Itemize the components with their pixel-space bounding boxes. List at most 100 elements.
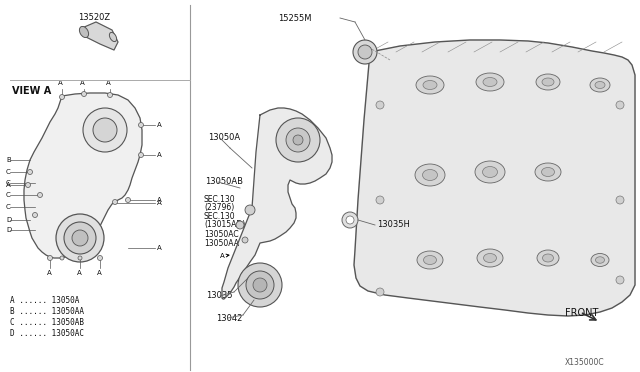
Text: C: C	[6, 192, 11, 198]
Ellipse shape	[415, 164, 445, 186]
Text: C ...... 13050AB: C ...... 13050AB	[10, 318, 84, 327]
Circle shape	[616, 101, 624, 109]
Ellipse shape	[424, 256, 436, 264]
Circle shape	[242, 237, 248, 243]
Circle shape	[33, 212, 38, 218]
Circle shape	[376, 288, 384, 296]
Circle shape	[60, 256, 64, 260]
Circle shape	[236, 221, 244, 229]
Ellipse shape	[475, 161, 505, 183]
Polygon shape	[222, 108, 332, 299]
Ellipse shape	[543, 254, 554, 262]
Circle shape	[47, 256, 52, 260]
Circle shape	[60, 94, 65, 99]
Circle shape	[138, 153, 143, 157]
Text: 13035H: 13035H	[377, 220, 410, 229]
Text: A: A	[157, 245, 162, 251]
Ellipse shape	[590, 78, 610, 92]
Text: A: A	[97, 270, 102, 276]
Text: A: A	[157, 122, 162, 128]
Circle shape	[38, 192, 42, 198]
Ellipse shape	[477, 249, 503, 267]
Circle shape	[83, 108, 127, 152]
Ellipse shape	[109, 32, 116, 42]
Circle shape	[346, 216, 354, 224]
Text: D: D	[6, 217, 12, 223]
Ellipse shape	[595, 257, 605, 263]
Ellipse shape	[417, 251, 443, 269]
Text: A: A	[58, 80, 62, 86]
Text: (13015AD): (13015AD)	[204, 220, 245, 229]
Text: A: A	[47, 270, 52, 276]
Text: 13050AA: 13050AA	[204, 239, 239, 248]
Ellipse shape	[536, 74, 560, 90]
Ellipse shape	[541, 167, 554, 176]
Text: FRONT: FRONT	[565, 308, 598, 318]
Circle shape	[616, 196, 624, 204]
Circle shape	[358, 45, 372, 59]
Text: VIEW A: VIEW A	[12, 86, 51, 96]
Ellipse shape	[483, 167, 497, 177]
Ellipse shape	[483, 253, 497, 263]
Circle shape	[342, 212, 358, 228]
Text: D ...... 13050AC: D ...... 13050AC	[10, 329, 84, 338]
Circle shape	[64, 222, 96, 254]
Text: B: B	[6, 157, 11, 163]
Polygon shape	[24, 93, 142, 258]
Text: C: C	[6, 169, 11, 175]
Ellipse shape	[537, 250, 559, 266]
Circle shape	[286, 128, 310, 152]
Text: B ...... 13050AA: B ...... 13050AA	[10, 307, 84, 316]
Polygon shape	[354, 40, 635, 316]
Circle shape	[108, 93, 113, 97]
Circle shape	[238, 263, 282, 307]
Text: D: D	[6, 227, 12, 233]
Text: X135000C: X135000C	[565, 358, 605, 367]
Ellipse shape	[535, 163, 561, 181]
Text: A: A	[106, 80, 110, 86]
Circle shape	[616, 276, 624, 284]
Text: A ...... 13050A: A ...... 13050A	[10, 296, 79, 305]
Text: 13050AC: 13050AC	[204, 230, 239, 239]
Text: 13042: 13042	[216, 314, 243, 323]
Circle shape	[138, 122, 143, 128]
Circle shape	[113, 199, 118, 205]
Ellipse shape	[476, 73, 504, 91]
Circle shape	[246, 271, 274, 299]
Text: A: A	[157, 152, 162, 158]
Text: 13035: 13035	[206, 291, 232, 300]
Text: A: A	[220, 253, 229, 259]
Ellipse shape	[542, 78, 554, 86]
Text: 15255M: 15255M	[278, 14, 312, 23]
Circle shape	[78, 256, 82, 260]
Circle shape	[376, 101, 384, 109]
Circle shape	[125, 198, 131, 202]
Circle shape	[97, 256, 102, 260]
Circle shape	[81, 92, 86, 96]
Ellipse shape	[595, 81, 605, 89]
Circle shape	[72, 230, 88, 246]
Ellipse shape	[483, 77, 497, 87]
Circle shape	[353, 40, 377, 64]
Ellipse shape	[591, 253, 609, 266]
Text: 13050AB: 13050AB	[205, 177, 243, 186]
Text: (23796): (23796)	[204, 203, 234, 212]
Text: A: A	[77, 270, 82, 276]
Circle shape	[253, 278, 267, 292]
Text: C: C	[6, 204, 11, 210]
Text: 13050A: 13050A	[208, 133, 240, 142]
Circle shape	[93, 118, 117, 142]
Text: SEC.130: SEC.130	[204, 212, 236, 221]
Text: 13520Z: 13520Z	[78, 13, 110, 22]
Ellipse shape	[422, 170, 438, 180]
Ellipse shape	[423, 80, 437, 90]
Circle shape	[376, 196, 384, 204]
Circle shape	[56, 214, 104, 262]
Circle shape	[245, 205, 255, 215]
Text: A: A	[79, 80, 84, 86]
Circle shape	[26, 183, 31, 187]
Text: A: A	[6, 182, 11, 188]
Text: A: A	[157, 200, 162, 206]
Text: A: A	[157, 197, 162, 203]
Ellipse shape	[416, 76, 444, 94]
